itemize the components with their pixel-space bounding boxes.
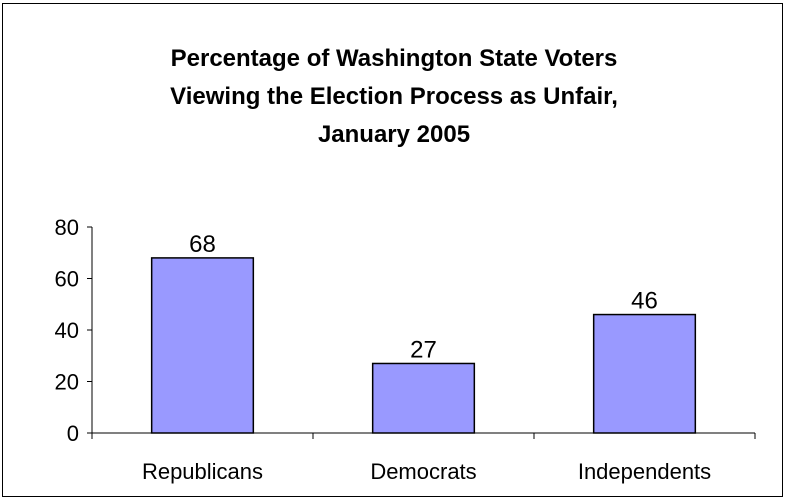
data-label-republicans: 68 — [189, 231, 216, 258]
chart-title-line-2: Viewing the Election Process as Unfair, — [170, 83, 618, 110]
chart-title: Percentage of Washington State Voters Vi… — [0, 40, 788, 154]
data-labels: 68 27 46 — [189, 231, 658, 364]
y-tick-label: 40 — [55, 318, 79, 343]
y-tick-label: 60 — [55, 267, 79, 292]
y-tick-label: 20 — [55, 370, 79, 395]
bar-republicans — [150, 257, 255, 434]
y-tick-label: 80 — [55, 215, 79, 240]
x-axis: Republicans Democrats Independents — [91, 432, 756, 484]
x-tick-label-republicans: Republicans — [142, 459, 263, 484]
x-tick-label-democrats: Democrats — [370, 459, 476, 484]
chart-title-line-1: Percentage of Washington State Voters — [170, 45, 618, 72]
chart-title-line-3: January 2005 — [317, 121, 471, 148]
bar-democrats — [371, 362, 476, 434]
bar-independents — [592, 313, 697, 434]
data-label-democrats: 27 — [410, 336, 437, 363]
y-tick-label: 0 — [67, 421, 79, 446]
y-axis: 0 20 40 60 80 — [55, 215, 93, 446]
bars — [150, 257, 697, 434]
x-tick-label-independents: Independents — [578, 459, 711, 484]
data-label-independents: 46 — [631, 288, 658, 315]
